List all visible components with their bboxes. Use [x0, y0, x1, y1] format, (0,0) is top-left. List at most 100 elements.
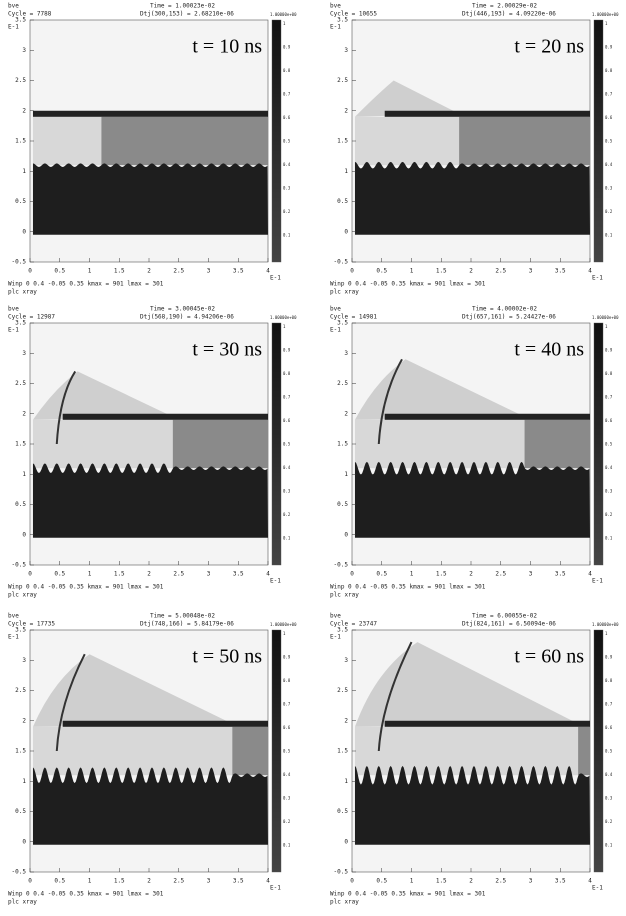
colorbar-tick: 0.4 — [283, 465, 291, 470]
y-tick-label: 0 — [22, 531, 26, 538]
x-tick-label: 3.5 — [233, 571, 244, 578]
y-tick-label: 0 — [344, 228, 348, 235]
y-tick-label: 0.5 — [15, 808, 26, 815]
x-tick-label: 4 — [588, 268, 592, 275]
y-tick-label: -0.5 — [334, 562, 349, 569]
time: Time = 4.00002e-02 — [472, 306, 537, 313]
y-tick-label: 2 — [22, 107, 26, 114]
footer: Winp 0 0.4 -0.05 0.35 kmax = 901 lmax = … — [330, 584, 486, 591]
colorbar — [272, 20, 281, 262]
y-tick-label: 0.5 — [15, 501, 26, 508]
colorbar-tick: 0.2 — [283, 209, 291, 214]
dtj: Dtj(568,190) = 4.94206e-06 — [140, 314, 234, 321]
y-tick-label: -0.5 — [12, 869, 27, 876]
x-tick-label: 3 — [207, 268, 211, 275]
y-tick-label: 0 — [344, 838, 348, 845]
colorbar-tick: 0.2 — [283, 512, 291, 517]
colorbar-tick: 0.1 — [283, 233, 291, 238]
time-label: t = 20 ns — [514, 36, 584, 58]
x-tick-label: 0.5 — [376, 571, 387, 578]
x-tick-label: 0 — [28, 268, 32, 275]
x-tick-label: 0 — [28, 571, 32, 578]
lower-material — [33, 163, 268, 234]
x-tick-label: 1 — [88, 268, 92, 275]
colorbar-tick: 0.5 — [283, 749, 291, 754]
y-tick-label: 1.5 — [337, 441, 348, 448]
lower-material — [355, 462, 590, 538]
colorbar-tick: 0.3 — [283, 186, 291, 191]
upper-wall — [33, 111, 268, 117]
footer: Winp 0 0.4 -0.05 0.35 kmax = 901 lmax = … — [8, 281, 164, 288]
figure: bveCycle = 7788Time = 1.00023e-02Dtj(300… — [0, 0, 626, 916]
unshocked-region — [459, 117, 590, 165]
y-tick-label: 1 — [22, 778, 26, 785]
unshocked-region — [525, 420, 590, 468]
unshocked-region — [232, 727, 268, 775]
x-tick-label: 4 — [266, 878, 270, 885]
colorbar-tick: 0.4 — [605, 772, 613, 777]
y-tick-label: 0.5 — [15, 198, 26, 205]
colorbar-tick: 0.8 — [605, 68, 613, 73]
code: bve — [330, 613, 341, 620]
y-exponent: E-1 — [8, 327, 19, 334]
y-tick-label: 0 — [22, 228, 26, 235]
shocked-region — [33, 727, 232, 775]
colorbar-tick: 0.6 — [283, 725, 291, 730]
x-tick-label: 2 — [147, 878, 151, 885]
colorbar-tick: 0.7 — [605, 395, 613, 400]
colorbar-tick: 0.5 — [283, 139, 291, 144]
lower-material — [33, 767, 268, 844]
time-label: t = 10 ns — [192, 36, 262, 58]
colorbar-top: 1.00000e+00 — [592, 315, 619, 320]
upper-wall — [385, 721, 590, 727]
colorbar-tick: 0.9 — [605, 655, 613, 660]
colorbar-tick: 0.2 — [283, 819, 291, 824]
footer2: plc xray — [8, 899, 37, 906]
x-tick-label: 1.5 — [436, 268, 447, 275]
x-exponent: E-1 — [270, 275, 281, 282]
x-exponent: E-1 — [270, 885, 281, 892]
x-tick-label: 4 — [588, 878, 592, 885]
colorbar-tick: 0.2 — [605, 209, 613, 214]
y-tick-label: 2.5 — [15, 380, 26, 387]
x-tick-label: 1.5 — [114, 268, 125, 275]
code: bve — [330, 3, 341, 10]
x-tick-label: 2.5 — [495, 268, 506, 275]
x-tick-label: 2.5 — [173, 878, 184, 885]
time: Time = 1.00023e-02 — [150, 3, 215, 10]
lower-material — [355, 766, 590, 845]
unshocked-region — [173, 420, 268, 468]
x-tick-label: 3 — [207, 571, 211, 578]
y-tick-label: 2.5 — [15, 77, 26, 84]
x-tick-label: 0 — [350, 878, 354, 885]
dtj: Dtj(300,153) = 2.68210e-06 — [140, 11, 234, 18]
colorbar-tick: 0.1 — [283, 536, 291, 541]
time-label: t = 30 ns — [192, 339, 262, 361]
colorbar-tick: 0.6 — [283, 115, 291, 120]
unshocked-region — [101, 117, 268, 165]
panel: bveCycle = 14981Time = 4.00002e-02Dtj(65… — [330, 306, 619, 599]
y-tick-label: 2 — [344, 717, 348, 724]
time: Time = 6.00055e-02 — [472, 613, 537, 620]
time: Time = 3.00045e-02 — [150, 306, 215, 313]
colorbar-tick: 0.6 — [605, 115, 613, 120]
x-exponent: E-1 — [592, 885, 603, 892]
colorbar — [594, 323, 603, 565]
colorbar-tick: 0.7 — [283, 702, 291, 707]
x-tick-label: 4 — [266, 268, 270, 275]
footer2: plc xray — [330, 899, 359, 906]
time-label: t = 60 ns — [514, 646, 584, 668]
x-exponent: E-1 — [270, 578, 281, 585]
x-tick-label: 3.5 — [555, 268, 566, 275]
colorbar-tick: 0.8 — [283, 371, 291, 376]
y-tick-label: 0 — [344, 531, 348, 538]
upper-wall — [63, 414, 268, 420]
x-tick-label: 3 — [529, 268, 533, 275]
y-tick-label: 1 — [22, 471, 26, 478]
y-tick-label: 2 — [22, 717, 26, 724]
shocked-region — [33, 117, 101, 165]
footer2: plc xray — [8, 592, 37, 599]
x-tick-label: 3.5 — [555, 571, 566, 578]
